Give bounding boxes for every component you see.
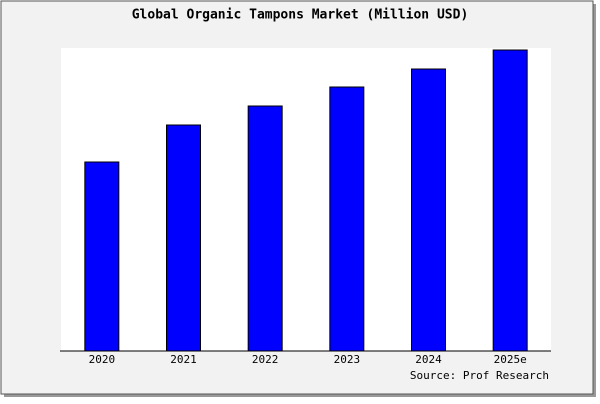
bar xyxy=(492,49,528,352)
x-tick-label: 2020 xyxy=(89,353,116,366)
x-tick-label: 2023 xyxy=(334,353,361,366)
x-tick-label: 2022 xyxy=(252,353,279,366)
x-tick-label: 2024 xyxy=(415,353,442,366)
plot-area xyxy=(61,48,551,351)
source-note: Source: Prof Research xyxy=(410,369,549,382)
bar xyxy=(247,105,283,352)
bar xyxy=(411,68,446,352)
x-tick-label: 2025e xyxy=(494,353,527,366)
chart-title: Global Organic Tampons Market (Million U… xyxy=(132,8,469,23)
x-tick-label: 2021 xyxy=(170,353,197,366)
bar xyxy=(166,124,201,352)
bar xyxy=(329,86,365,352)
bar xyxy=(84,161,120,352)
